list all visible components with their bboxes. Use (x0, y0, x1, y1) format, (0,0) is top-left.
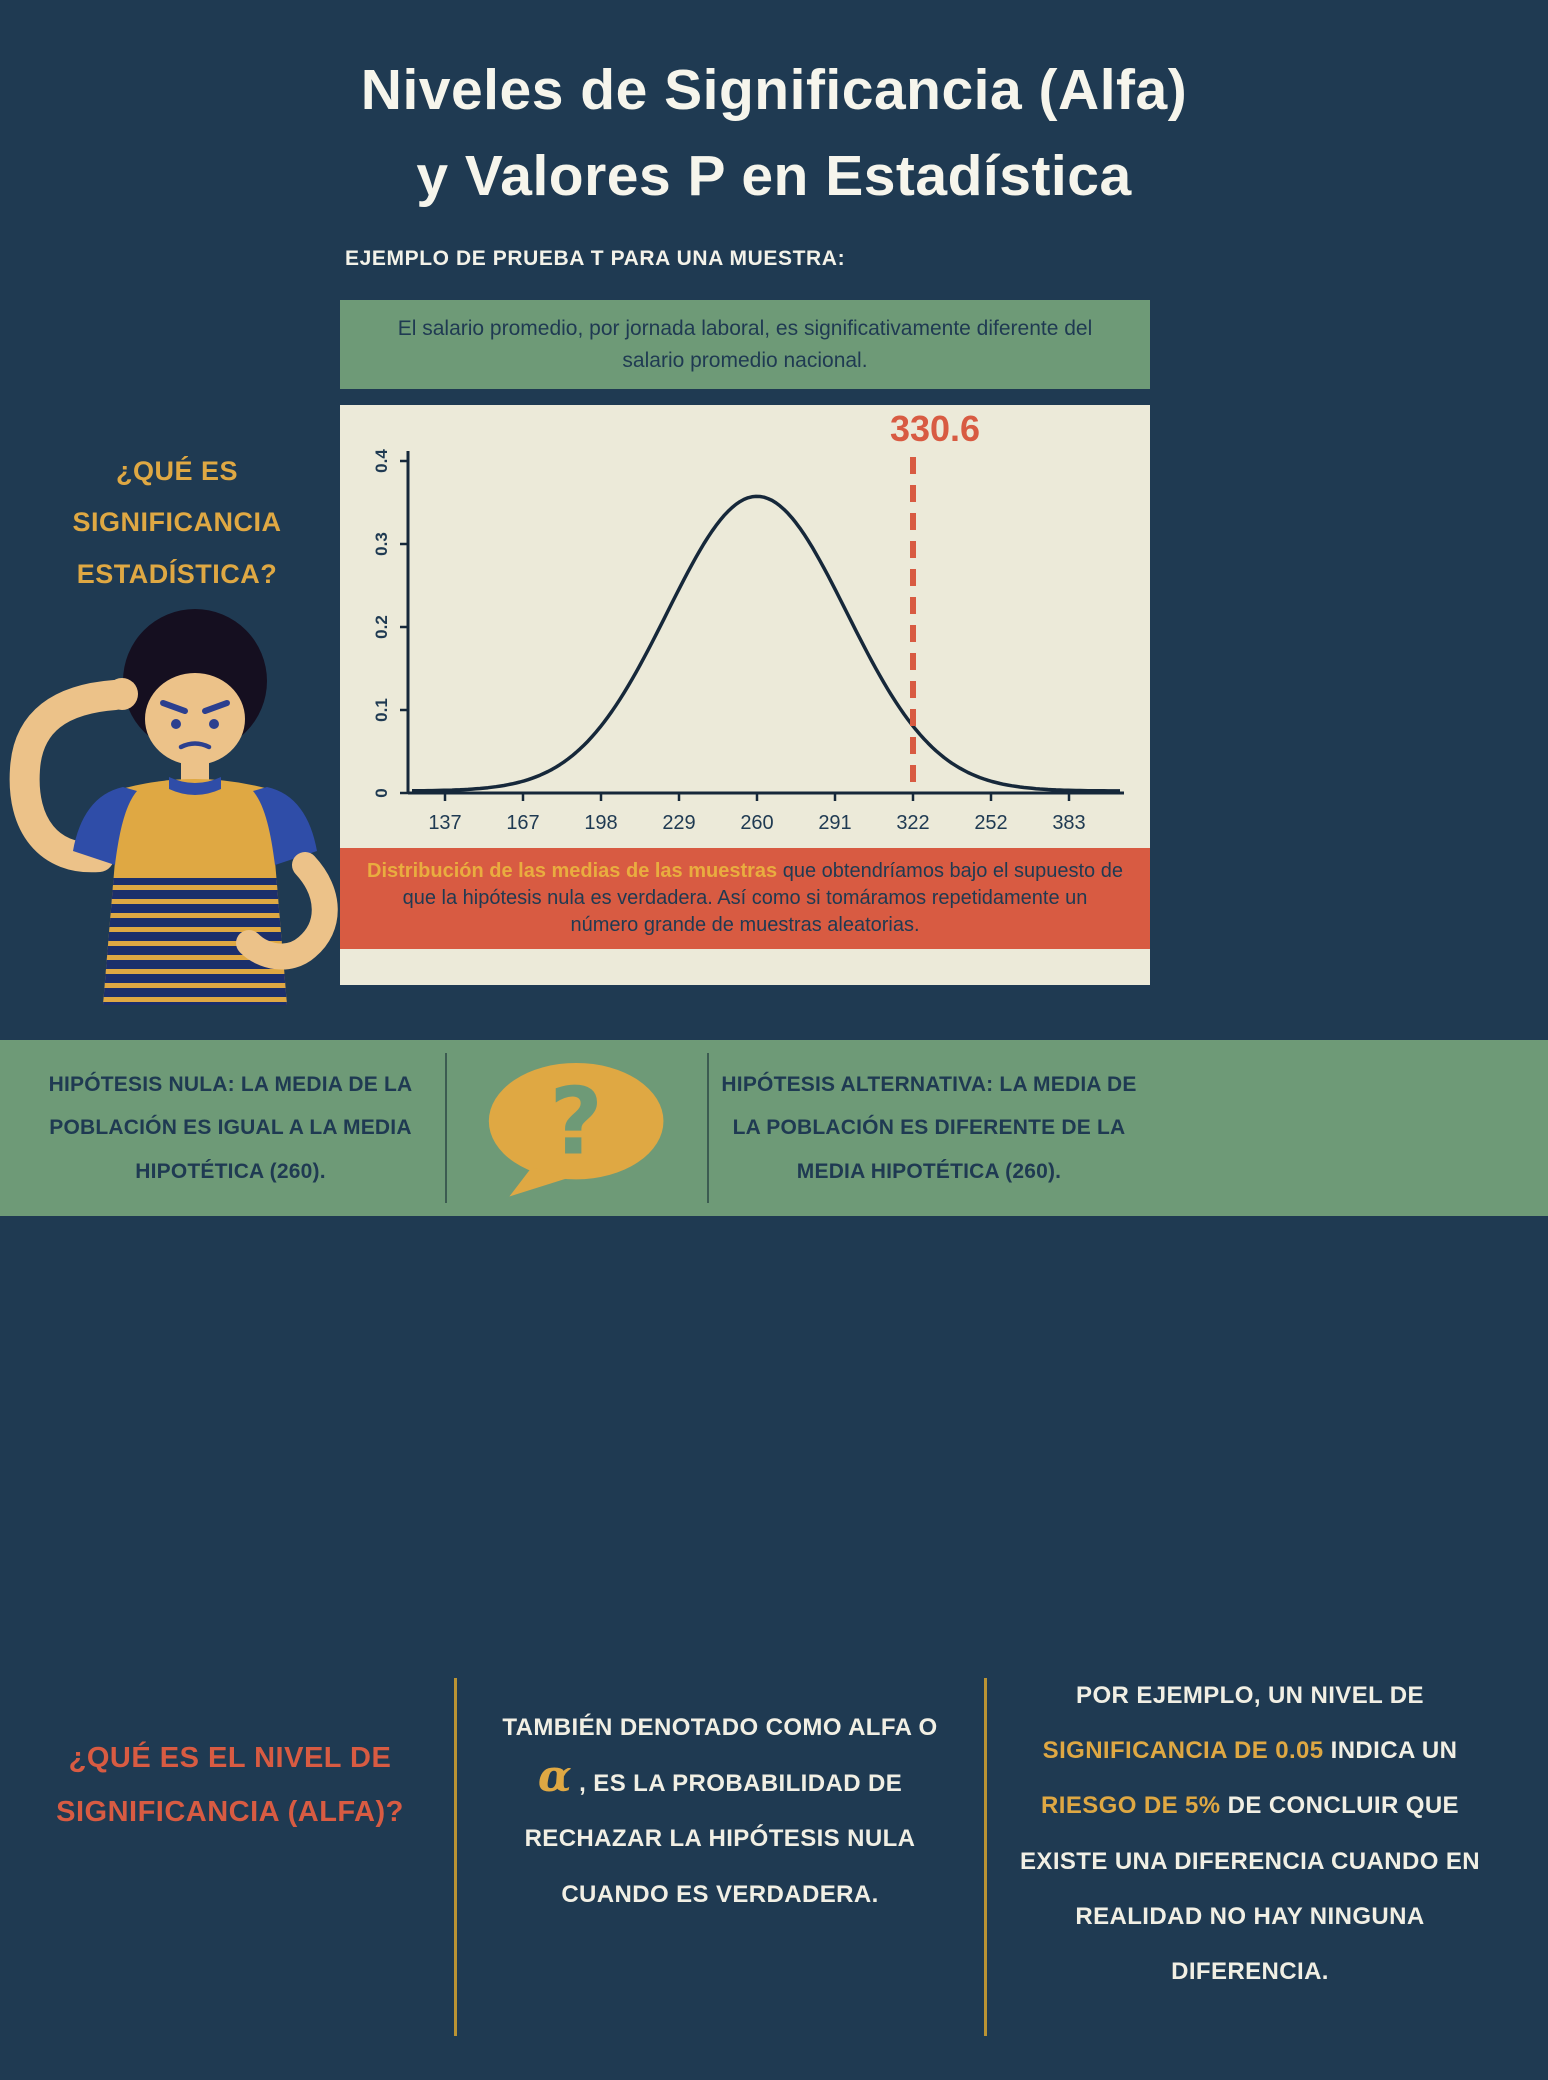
significance-question: ¿QUÉ ES SIGNIFICANCIA ESTADÍSTICA? (18, 446, 336, 600)
critical-value-label: 330.6 (890, 408, 980, 449)
person-hip-arm (236, 852, 338, 970)
alpha-question-line2: SIGNIFICANCIA (ALFA)? (56, 1795, 404, 1828)
page-title: Niveles de Significancia (Alfa) y Valore… (0, 48, 1548, 219)
significance-question-line2: ESTADÍSTICA? (76, 558, 278, 589)
question-mark-glyph: ? (549, 1068, 603, 1176)
page-title-line2: y Valores P en Estadística (416, 143, 1132, 208)
question-mark-bubble-icon: ? (488, 1062, 664, 1197)
bottom-divider-left (454, 1678, 457, 2036)
x-tick-label: 229 (662, 812, 695, 834)
bottom-divider-right (984, 1678, 987, 2036)
banner-divider-left (445, 1053, 447, 1203)
thinking-person-illustration (9, 609, 338, 1005)
hypotheses-banner: HIPÓTESIS NULA: LA MEDIA DE LA POBLACIÓN… (0, 1040, 1548, 1216)
chart-caption-rest: que obtendríamos bajo el supuesto de que… (402, 860, 1123, 936)
alpha-example: POR EJEMPLO, UN NIVEL DE SIGNIFICANCIA D… (1015, 1668, 1485, 1999)
distribution-chart-panel: 0 0.1 0.2 0.3 0.4 137 167 198 229 260 291 322 252 383… (340, 405, 1150, 985)
y-tick-label: 0.3 (372, 532, 391, 556)
bell-curve-chart: 0 0.1 0.2 0.3 0.4 137 167 198 229 260 291 322 252 383… (372, 408, 1124, 834)
alpha-definition-pre: TAMBIÉN DENOTADO COMO ALFA O (502, 1714, 938, 1741)
alpha-question: ¿QUÉ ES EL NIVEL DE SIGNIFICANCIA (ALFA)… (10, 1732, 450, 1839)
person-left-sleeve (73, 787, 137, 865)
page-title-line1: Niveles de Significancia (Alfa) (360, 58, 1188, 122)
alpha-example-part3: DE CONCLUIR QUE EXISTE UNA DIFERENCIA CU… (1020, 1792, 1480, 1985)
person-collar (169, 777, 221, 795)
alpha-example-part2: INDICA UN (1323, 1737, 1458, 1765)
y-tick-label: 0 (372, 788, 391, 797)
y-tick-label: 0.1 (372, 698, 391, 722)
x-tick-label: 252 (974, 812, 1007, 834)
hypothesis-statement-box: El salario promedio, por jornada laboral… (340, 300, 1150, 389)
alpha-example-part1: POR EJEMPLO, UN NIVEL DE (1076, 1682, 1424, 1709)
alpha-definition-post: , ES LA PROBABILIDAD DE RECHAZAR LA HIPÓ… (524, 1770, 916, 1908)
alpha-example-highlight2: RIESGO DE 5% (1041, 1792, 1221, 1820)
person-left-eyebrow (160, 700, 188, 714)
question-bubble-wrap: ? (449, 1058, 705, 1198)
person-raised-arm (9, 680, 130, 873)
x-tick-label: 291 (818, 812, 851, 834)
person-right-eye (209, 719, 219, 729)
person-right-eyebrow (202, 700, 230, 714)
alpha-definition: TAMBIÉN DENOTADO COMO ALFA O α , ES LA P… (495, 1700, 945, 1922)
banner-divider-right (707, 1053, 709, 1203)
x-tick-label: 383 (1052, 812, 1085, 834)
x-tick-label: 260 (740, 812, 773, 834)
example-label: EJEMPLO DE PRUEBA T PARA UNA MUESTRA: (345, 247, 846, 270)
x-tick-label: 137 (428, 812, 461, 834)
x-tick-label: 167 (506, 812, 539, 834)
person-right-sleeve (253, 787, 317, 865)
null-hypothesis-text: HIPÓTESIS NULA: LA MEDIA DE LA POBLACIÓN… (48, 1073, 413, 1183)
distribution-curve (412, 494, 1120, 793)
y-tick-label: 0.4 (372, 449, 391, 473)
alpha-question-line1: ¿QUÉ ES EL NIVEL DE (68, 1742, 392, 1774)
person-face (145, 673, 245, 765)
person-mouth (178, 741, 212, 750)
chart-caption-lead: Distribución de las medias de las muestr… (367, 860, 778, 882)
chart-caption: Distribución de las medias de las muestr… (340, 848, 1150, 949)
y-tick-label: 0.2 (372, 615, 391, 639)
person-left-eye (171, 719, 181, 729)
alpha-example-highlight1: SIGNIFICANCIA DE 0.05 (1042, 1737, 1324, 1765)
x-tick-label: 198 (584, 812, 617, 834)
alpha-symbol: α (537, 1751, 573, 1803)
significance-question-line1: ¿QUÉ ES SIGNIFICANCIA (72, 456, 282, 538)
x-tick-label: 322 (896, 812, 929, 834)
person-hand (106, 678, 138, 710)
alternative-hypothesis-text: HIPÓTESIS ALTERNATIVA: LA MEDIA DE LA PO… (721, 1073, 1137, 1183)
